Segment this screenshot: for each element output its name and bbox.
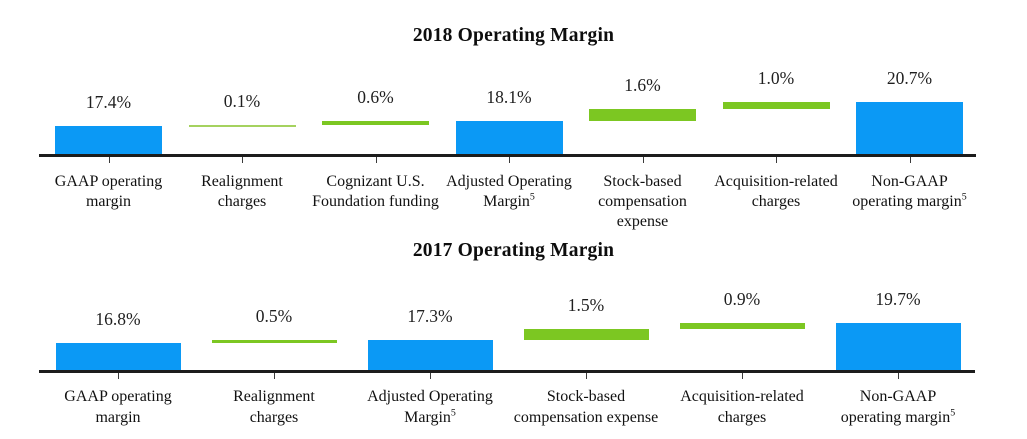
axis-tick xyxy=(898,370,899,379)
category-label-line: Stock-based xyxy=(603,173,682,190)
category-label-gaap-operating-margin: GAAP operating margin xyxy=(33,386,203,428)
value-label-realignment-charges: 0.5% xyxy=(255,305,293,326)
bar-gaap-operating-margin xyxy=(55,343,181,370)
value-label-cognizant-u-s-foundation-funding: 0.6% xyxy=(357,86,394,107)
category-label-non-gaap-operating-margin5: Non-GAAP operating margin5 xyxy=(825,172,995,212)
category-label-acquisition-related-charges: Acquisition-related charges xyxy=(691,172,861,212)
category-label-stock-based-compensation-expense: Stock-based compensation expense xyxy=(501,386,671,428)
category-label-line: Stock-based xyxy=(546,388,626,405)
axis-tick xyxy=(776,154,777,163)
category-label-line: operating margin5 xyxy=(852,191,967,210)
bar-realignment-charges xyxy=(211,339,337,343)
bar-adjusted-operating-margin5 xyxy=(455,120,563,154)
axis-tick xyxy=(274,370,275,379)
value-label-gaap-operating-margin: 17.4% xyxy=(85,92,132,112)
category-label-line: charges xyxy=(751,193,801,210)
category-label-cognizant-u-s-foundation-funding: Cognizant U.S. Foundation funding xyxy=(291,172,461,212)
category-label-adjusted-operating-margin5: Adjusted Operating Margin5 xyxy=(345,386,515,428)
category-label-line: GAAP operating xyxy=(64,388,172,405)
category-label-line: charges xyxy=(217,193,267,210)
category-label-line: Acquisition-related xyxy=(680,388,804,405)
category-label-line: Foundation funding xyxy=(312,193,439,210)
category-label-line: Non-GAAP xyxy=(871,173,948,190)
category-label-realignment-charges: Realignment charges xyxy=(157,172,327,212)
category-label-line: compensation xyxy=(598,193,687,210)
category-label-line: GAAP operating xyxy=(54,173,163,190)
category-label-line: Cognizant U.S. xyxy=(326,173,425,190)
category-label-line: Non-GAAP xyxy=(859,388,937,405)
category-label-line: Adjusted Operating xyxy=(367,388,493,405)
axis-tick xyxy=(108,154,110,163)
axis-tick xyxy=(909,154,911,163)
category-label-non-gaap-operating-margin5: Non-GAAP operating margin5 xyxy=(813,386,983,428)
x-axis-line xyxy=(39,370,975,373)
bar-acquisition-related-charges xyxy=(679,322,805,330)
bar-non-gaap-operating-margin5 xyxy=(835,322,961,370)
category-label-acquisition-related-charges: Acquisition-related charges xyxy=(657,386,827,428)
axis-tick xyxy=(642,154,644,163)
bar-adjusted-operating-margin5 xyxy=(367,339,493,370)
category-label-line: margin xyxy=(95,409,141,426)
axis-tick xyxy=(375,154,377,163)
category-label-line: Realignment xyxy=(233,388,315,405)
x-axis-line xyxy=(39,154,976,157)
bar-stock-based-compensation-expense xyxy=(523,329,649,340)
category-label-line: Realignment xyxy=(201,173,283,190)
value-label-non-gaap-operating-margin5: 20.7% xyxy=(886,67,933,88)
value-label-adjusted-operating-margin5: 17.3% xyxy=(407,305,453,326)
value-label-realignment-charges: 0.1% xyxy=(223,91,261,112)
category-label-stock-based-compensation-expense: Stock-based compensation expense xyxy=(558,172,728,232)
value-label-adjusted-operating-margin5: 18.1% xyxy=(486,86,532,107)
axis-tick xyxy=(242,154,243,163)
chart-title-2018: 2018 Operating Margin xyxy=(412,25,615,46)
bar-cognizant-u-s-foundation-funding xyxy=(322,120,429,126)
bar-acquisition-related-charges xyxy=(722,101,830,110)
chart-title-2017: 2017 Operating Margin xyxy=(412,240,615,261)
category-label-line: Adjusted Operating xyxy=(446,173,572,190)
category-label-line: Acquisition-related xyxy=(714,173,838,190)
bar-gaap-operating-margin xyxy=(55,126,162,154)
bar-stock-based-compensation-expense xyxy=(589,109,696,121)
category-label-line: charges xyxy=(249,409,299,426)
category-label-line: charges xyxy=(717,409,767,426)
category-label-adjusted-operating-margin5: Adjusted Operating Margin5 xyxy=(424,172,594,212)
axis-tick xyxy=(509,154,510,163)
category-label-line: Margin5 xyxy=(483,191,535,210)
category-label-gaap-operating-margin: GAAP operating margin xyxy=(24,172,194,212)
value-label-gaap-operating-margin: 16.8% xyxy=(95,309,141,329)
axis-tick xyxy=(430,370,431,379)
value-label-acquisition-related-charges: 1.0% xyxy=(757,67,795,88)
axis-tick xyxy=(742,370,743,379)
bar-realignment-charges xyxy=(188,125,296,127)
category-label-line: Margin5 xyxy=(404,407,456,426)
value-label-non-gaap-operating-margin5: 19.7% xyxy=(875,288,921,309)
category-label-line: compensation expense xyxy=(513,409,659,426)
category-label-line: operating margin5 xyxy=(840,407,956,426)
category-label-realignment-charges: Realignment charges xyxy=(189,386,359,428)
category-label-line: expense xyxy=(616,213,669,230)
value-label-stock-based-compensation-expense: 1.5% xyxy=(567,295,605,316)
axis-tick xyxy=(586,370,587,379)
value-label-stock-based-compensation-expense: 1.6% xyxy=(624,75,661,96)
value-label-acquisition-related-charges: 0.9% xyxy=(723,288,761,309)
category-label-line: margin xyxy=(85,193,132,210)
axis-tick xyxy=(118,370,119,379)
bar-non-gaap-operating-margin5 xyxy=(856,101,963,154)
